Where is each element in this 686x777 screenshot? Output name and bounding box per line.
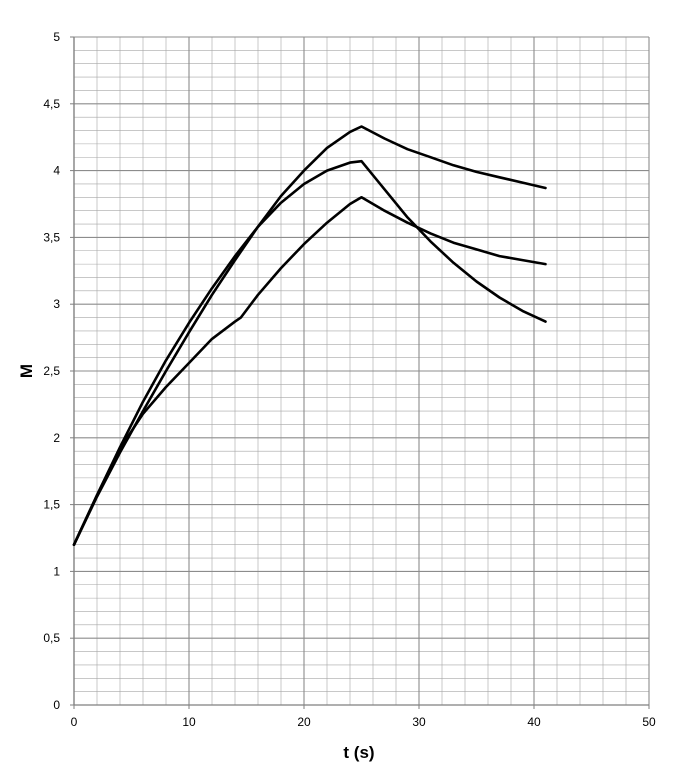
y-tick-label: 1,5 <box>43 498 60 512</box>
x-tick-label: 20 <box>297 715 311 729</box>
y-tick-label: 3,5 <box>43 230 60 244</box>
y-tick-label: 5 <box>53 30 60 44</box>
x-axis-tick-labels: 0 10 20 30 40 50 <box>71 715 656 729</box>
series-line-1 <box>72 125 547 547</box>
x-tick-label: 0 <box>71 715 78 729</box>
series-lines <box>72 125 547 547</box>
y-tick-label: 0 <box>53 698 60 712</box>
plot-area-frame <box>70 36 650 709</box>
y-tick-label: 2 <box>53 431 60 445</box>
y-tick-label: 4,5 <box>43 97 60 111</box>
x-tick-label: 50 <box>642 715 656 729</box>
y-axis-tick-labels: 0 0,5 1 1,5 2 2,5 3 3,5 4 4,5 5 <box>43 30 60 712</box>
series-line-3 <box>72 196 547 547</box>
x-tick-label: 30 <box>412 715 426 729</box>
y-tick-label: 4 <box>53 164 60 178</box>
y-axis-title: M <box>17 364 36 378</box>
x-tick-label: 10 <box>182 715 196 729</box>
y-tick-label: 3 <box>53 297 60 311</box>
y-tick-label: 1 <box>53 564 60 578</box>
series-line-2 <box>72 159 547 547</box>
y-tick-label: 2,5 <box>43 364 60 378</box>
x-tick-label: 40 <box>527 715 541 729</box>
x-axis-title: t (s) <box>343 743 374 762</box>
y-tick-label: 0,5 <box>43 631 60 645</box>
